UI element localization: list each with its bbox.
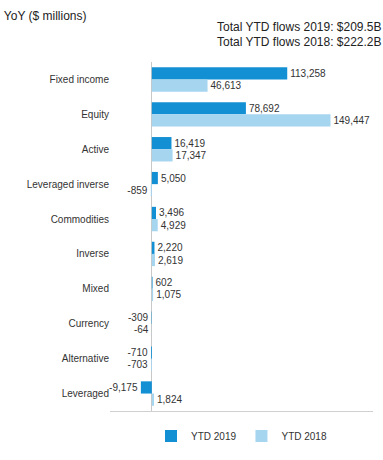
svg-text:Total YTD flows 2019: $209.5B: Total YTD flows 2019: $209.5B <box>217 20 382 34</box>
svg-text:Equity: Equity <box>81 109 109 120</box>
svg-text:78,692: 78,692 <box>249 103 280 114</box>
svg-text:-309: -309 <box>128 312 148 323</box>
svg-text:149,447: 149,447 <box>334 115 371 126</box>
svg-text:17,347: 17,347 <box>176 150 207 161</box>
svg-text:5,050: 5,050 <box>161 173 186 184</box>
svg-text:-859: -859 <box>127 185 147 196</box>
svg-text:3,496: 3,496 <box>159 207 184 218</box>
svg-text:2,220: 2,220 <box>157 242 182 253</box>
svg-text:YTD 2019: YTD 2019 <box>191 431 236 442</box>
svg-text:Inverse: Inverse <box>76 248 109 259</box>
svg-text:YTD 2018: YTD 2018 <box>281 431 326 442</box>
svg-text:2,619: 2,619 <box>158 255 183 266</box>
svg-text:16,419: 16,419 <box>174 138 205 149</box>
svg-text:-9,175: -9,175 <box>109 382 138 393</box>
svg-text:Mixed: Mixed <box>82 283 109 294</box>
svg-text:Leveraged: Leveraged <box>62 388 109 399</box>
svg-text:Alternative: Alternative <box>62 353 110 364</box>
svg-text:4,929: 4,929 <box>161 220 186 231</box>
svg-text:113,258: 113,258 <box>290 68 326 79</box>
svg-text:Currency: Currency <box>68 318 109 329</box>
svg-text:-710: -710 <box>128 347 148 358</box>
svg-text:602: 602 <box>156 277 173 288</box>
svg-text:46,613: 46,613 <box>211 80 242 91</box>
svg-text:Active: Active <box>82 144 110 155</box>
svg-text:Fixed income: Fixed income <box>50 74 110 85</box>
svg-text:Commodities: Commodities <box>51 214 109 225</box>
svg-text:-703: -703 <box>128 359 148 370</box>
svg-text:Total YTD flows 2018: $222.2B: Total YTD flows 2018: $222.2B <box>217 35 382 49</box>
svg-text:-64: -64 <box>134 324 149 335</box>
svg-text:Leveraged inverse: Leveraged inverse <box>27 179 110 190</box>
svg-text:YoY ($ millions): YoY ($ millions) <box>4 9 87 23</box>
svg-text:1,824: 1,824 <box>157 394 182 405</box>
svg-text:1,075: 1,075 <box>156 289 181 300</box>
